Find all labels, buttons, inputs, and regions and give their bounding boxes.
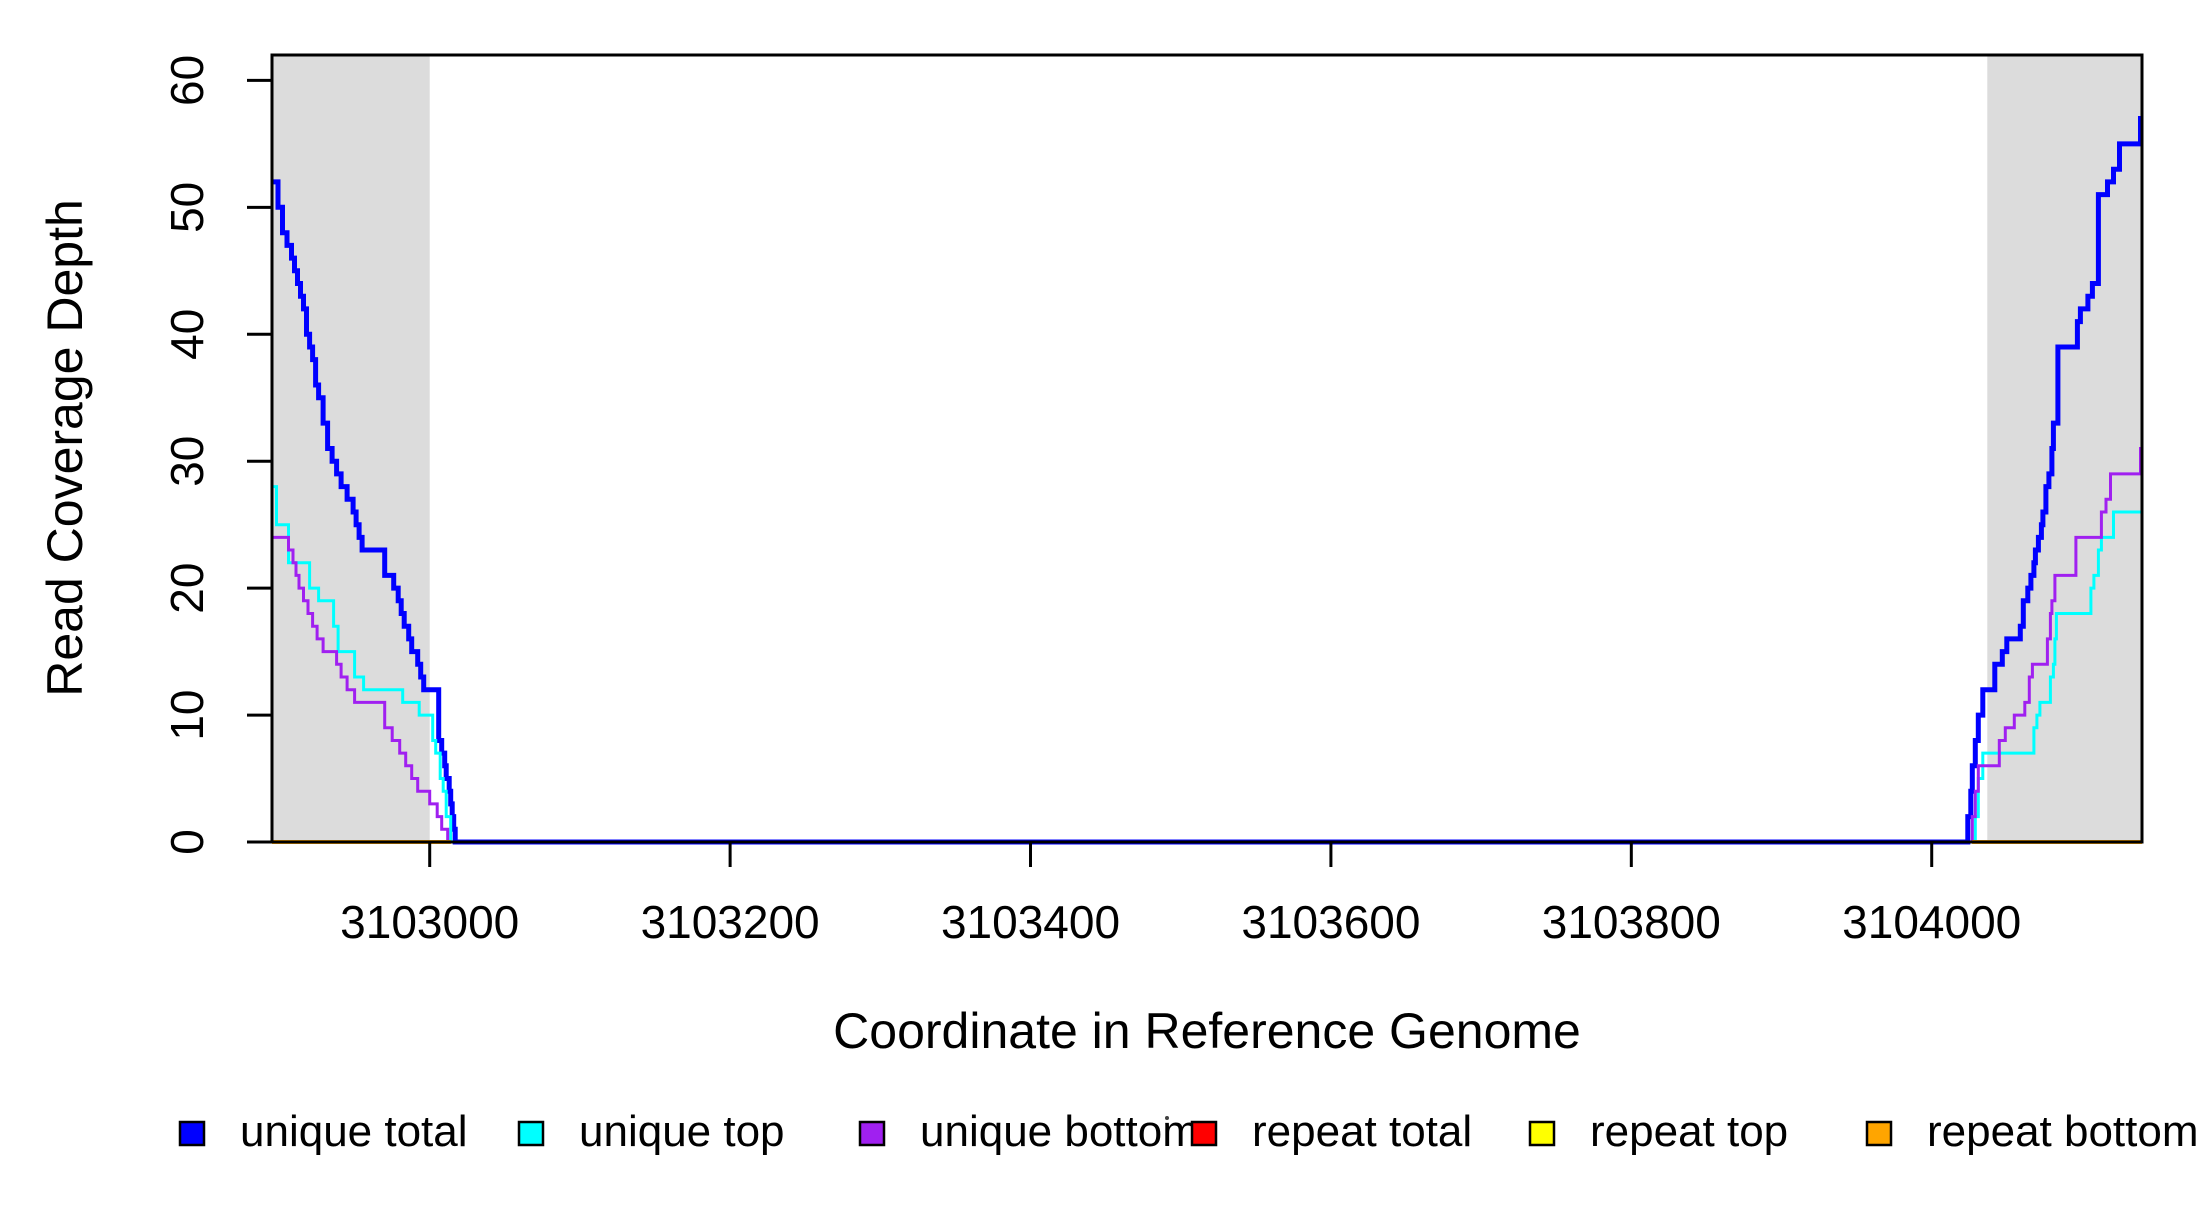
x-axis-ticks: 3103000 3103200 3103400 3103600 3103800 31040… bbox=[340, 842, 2021, 948]
legend-label-repeat-top: repeat top bbox=[1590, 1107, 1788, 1156]
plot-box bbox=[270, 53, 2144, 844]
legend-label-unique-top: unique top bbox=[579, 1107, 785, 1156]
x-axis-title: Coordinate in Reference Genome bbox=[833, 1003, 1581, 1059]
shaded-regions bbox=[272, 55, 2142, 842]
legend-label-unique-total: unique total bbox=[240, 1107, 468, 1156]
series-line-unique-total bbox=[272, 116, 2143, 845]
x-tick-label: 3103400 bbox=[941, 896, 1120, 948]
x-tick-label: 3103200 bbox=[641, 896, 820, 948]
legend-label-repeat-bottom: repeat bottom bbox=[1927, 1107, 2199, 1156]
coverage-series bbox=[272, 116, 2143, 845]
y-tick-label: 0 bbox=[161, 829, 213, 855]
x-tick-label: 3104000 bbox=[1842, 896, 2021, 948]
y-tick-label: 30 bbox=[161, 436, 213, 487]
stray-dot bbox=[1165, 1116, 1169, 1120]
right-shaded-region bbox=[1987, 55, 2142, 842]
x-tick-label: 3103800 bbox=[1542, 896, 1721, 948]
y-tick-label: 10 bbox=[161, 689, 213, 740]
legend: unique total unique top unique bottom repea… bbox=[178, 1107, 2199, 1156]
y-tick-label: 40 bbox=[161, 309, 213, 360]
series-line-unique-bottom bbox=[272, 447, 2142, 844]
legend-swatch-repeat-total bbox=[1190, 1120, 1218, 1147]
x-tick-label: 3103600 bbox=[1241, 896, 1420, 948]
legend-swatch-unique-total bbox=[178, 1120, 206, 1147]
y-tick-label: 60 bbox=[161, 55, 213, 106]
y-axis-title: Read Coverage Depth bbox=[37, 199, 93, 697]
y-tick-label: 20 bbox=[161, 563, 213, 614]
left-shaded-region bbox=[272, 55, 430, 842]
y-tick-label: 50 bbox=[161, 182, 213, 233]
legend-swatch-unique-bottom bbox=[858, 1120, 886, 1147]
legend-swatch-repeat-top bbox=[1528, 1120, 1556, 1147]
legend-label-repeat-total: repeat total bbox=[1252, 1107, 1472, 1156]
x-tick-label: 3103000 bbox=[340, 896, 519, 948]
y-axis-ticks: 0 10 20 30 40 50 60 bbox=[161, 55, 272, 855]
series-line-unique-top bbox=[272, 485, 2142, 844]
legend-label-unique-bottom: unique bottom bbox=[920, 1107, 1199, 1156]
legend-swatch-repeat-bottom bbox=[1865, 1120, 1893, 1147]
legend-swatch-unique-top bbox=[517, 1120, 545, 1147]
